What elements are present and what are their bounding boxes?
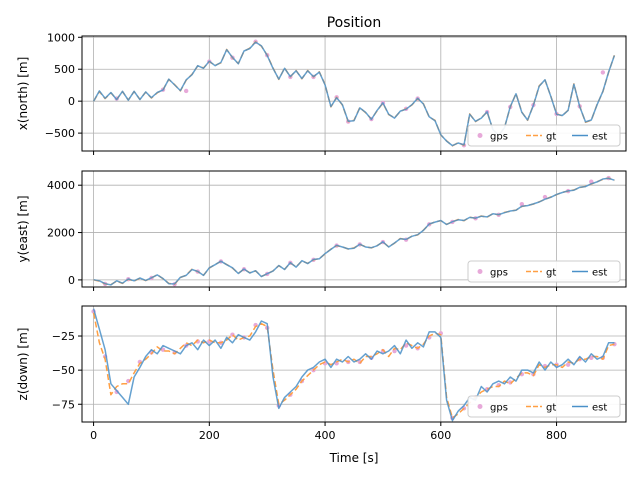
- y-tick-label: 0: [68, 95, 75, 108]
- legend-label-est: est: [592, 132, 607, 143]
- legend-label-gt: gt: [546, 403, 556, 414]
- subplot-0: −500 0 500 1000 x(north) [m] gps gt est: [16, 31, 627, 155]
- y-tick-label: 0: [68, 274, 75, 287]
- legend-label-gps: gps: [490, 268, 508, 279]
- y-axis-label: x(north) [m]: [16, 57, 30, 131]
- y-tick-label: −50: [52, 364, 75, 377]
- legend-box: [467, 395, 621, 418]
- legend-box: [467, 260, 621, 283]
- legend-label-gt: gt: [546, 132, 556, 143]
- gps-point: [565, 362, 571, 367]
- axes-frame: [81, 170, 627, 288]
- legend: gps gt est: [467, 124, 621, 147]
- subplot-1: 0 2000 4000 y(east) [m] gps gt est: [16, 170, 627, 291]
- gps-point: [589, 355, 594, 361]
- x-tick-label: 800: [546, 429, 567, 442]
- legend-label-gps: gps: [490, 403, 508, 414]
- gps-point: [160, 347, 166, 352]
- figure-title: Position: [327, 15, 382, 31]
- legend-gps-marker: [477, 404, 483, 409]
- legend-gps-marker: [477, 269, 483, 274]
- y-axis-label: z(down) [m]: [16, 328, 30, 401]
- y-axis-label: y(east) [m]: [16, 195, 30, 262]
- legend-label-gps: gps: [490, 132, 508, 143]
- legend: gps gt est: [467, 395, 621, 418]
- x-axis-label: Time [s]: [329, 451, 379, 465]
- x-tick-label: 600: [430, 429, 451, 442]
- est-line: [92, 41, 616, 147]
- legend-gps-marker: [477, 133, 483, 138]
- y-tick-label: −75: [52, 398, 75, 411]
- est-line: [92, 308, 615, 422]
- gps-point: [519, 201, 525, 207]
- x-tick-label: 200: [199, 429, 220, 442]
- y-tick-label: 1000: [47, 31, 75, 44]
- axes-frame: [81, 35, 627, 152]
- x-tick-label: 0: [90, 429, 97, 442]
- y-tick-label: 4000: [47, 179, 75, 192]
- legend-label-gt: gt: [546, 268, 556, 279]
- gps-point: [600, 70, 606, 75]
- legend: gps gt est: [467, 260, 621, 283]
- x-tick-label: 400: [315, 429, 336, 442]
- legend-label-est: est: [592, 268, 607, 279]
- y-tick-label: 2000: [47, 227, 75, 240]
- y-tick-label: −500: [45, 127, 75, 140]
- gps-point: [183, 88, 189, 94]
- y-tick-label: 500: [54, 63, 75, 76]
- gt-line: [92, 312, 615, 419]
- axes-frame: [81, 305, 627, 423]
- y-tick-label: −25: [52, 330, 75, 343]
- legend-box: [467, 124, 621, 147]
- est-line: [93, 177, 615, 286]
- legend-label-est: est: [592, 403, 607, 414]
- subplot-2: 0 200 400 600 800 −25 −50 −75 z(down) [m] gps gt es…: [16, 305, 627, 442]
